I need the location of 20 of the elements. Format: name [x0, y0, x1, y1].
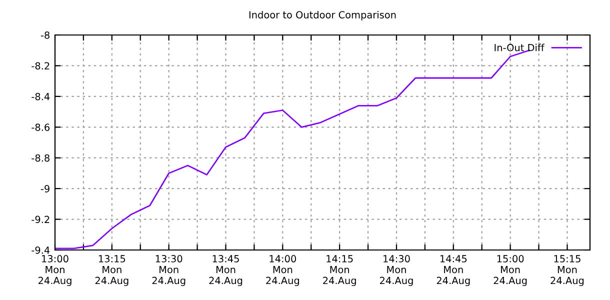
y-tick-label: -8.6: [32, 124, 50, 131]
y-tick-label: -9.4: [32, 246, 50, 254]
x-tick-label: 15:00 Mon 24.Aug: [494, 255, 527, 286]
x-tick-label: 13:45 Mon 24.Aug: [209, 255, 242, 286]
x-tick-label: 13:00 Mon 24.Aug: [38, 255, 72, 286]
x-tick-label: 13:30 Mon 24.Aug: [152, 255, 186, 286]
y-tick-label: -8: [40, 31, 50, 39]
y-tick-label: -8.4: [32, 92, 50, 100]
legend-label: In-Out Diff: [494, 44, 544, 52]
y-tick-label: -8.8: [32, 154, 50, 162]
y-tick-label: -9: [40, 185, 50, 192]
y-tick-label: -9.2: [32, 216, 50, 224]
x-tick-label: 14:00 Mon 24.Aug: [266, 255, 299, 286]
y-tick-label: -8.2: [32, 62, 50, 70]
x-tick-label: 14:30 Mon 24.Aug: [380, 255, 413, 286]
x-tick-label: 15:15 Mon 24.Aug: [550, 255, 584, 286]
chart-title: Indoor to Outdoor Comparison: [249, 10, 396, 20]
x-tick-label: 13:15 Mon 24.Aug: [95, 255, 128, 286]
x-tick-label: 14:45 Mon 24.Aug: [436, 255, 470, 286]
x-tick-label: 14:15 Mon 24.Aug: [323, 255, 356, 286]
